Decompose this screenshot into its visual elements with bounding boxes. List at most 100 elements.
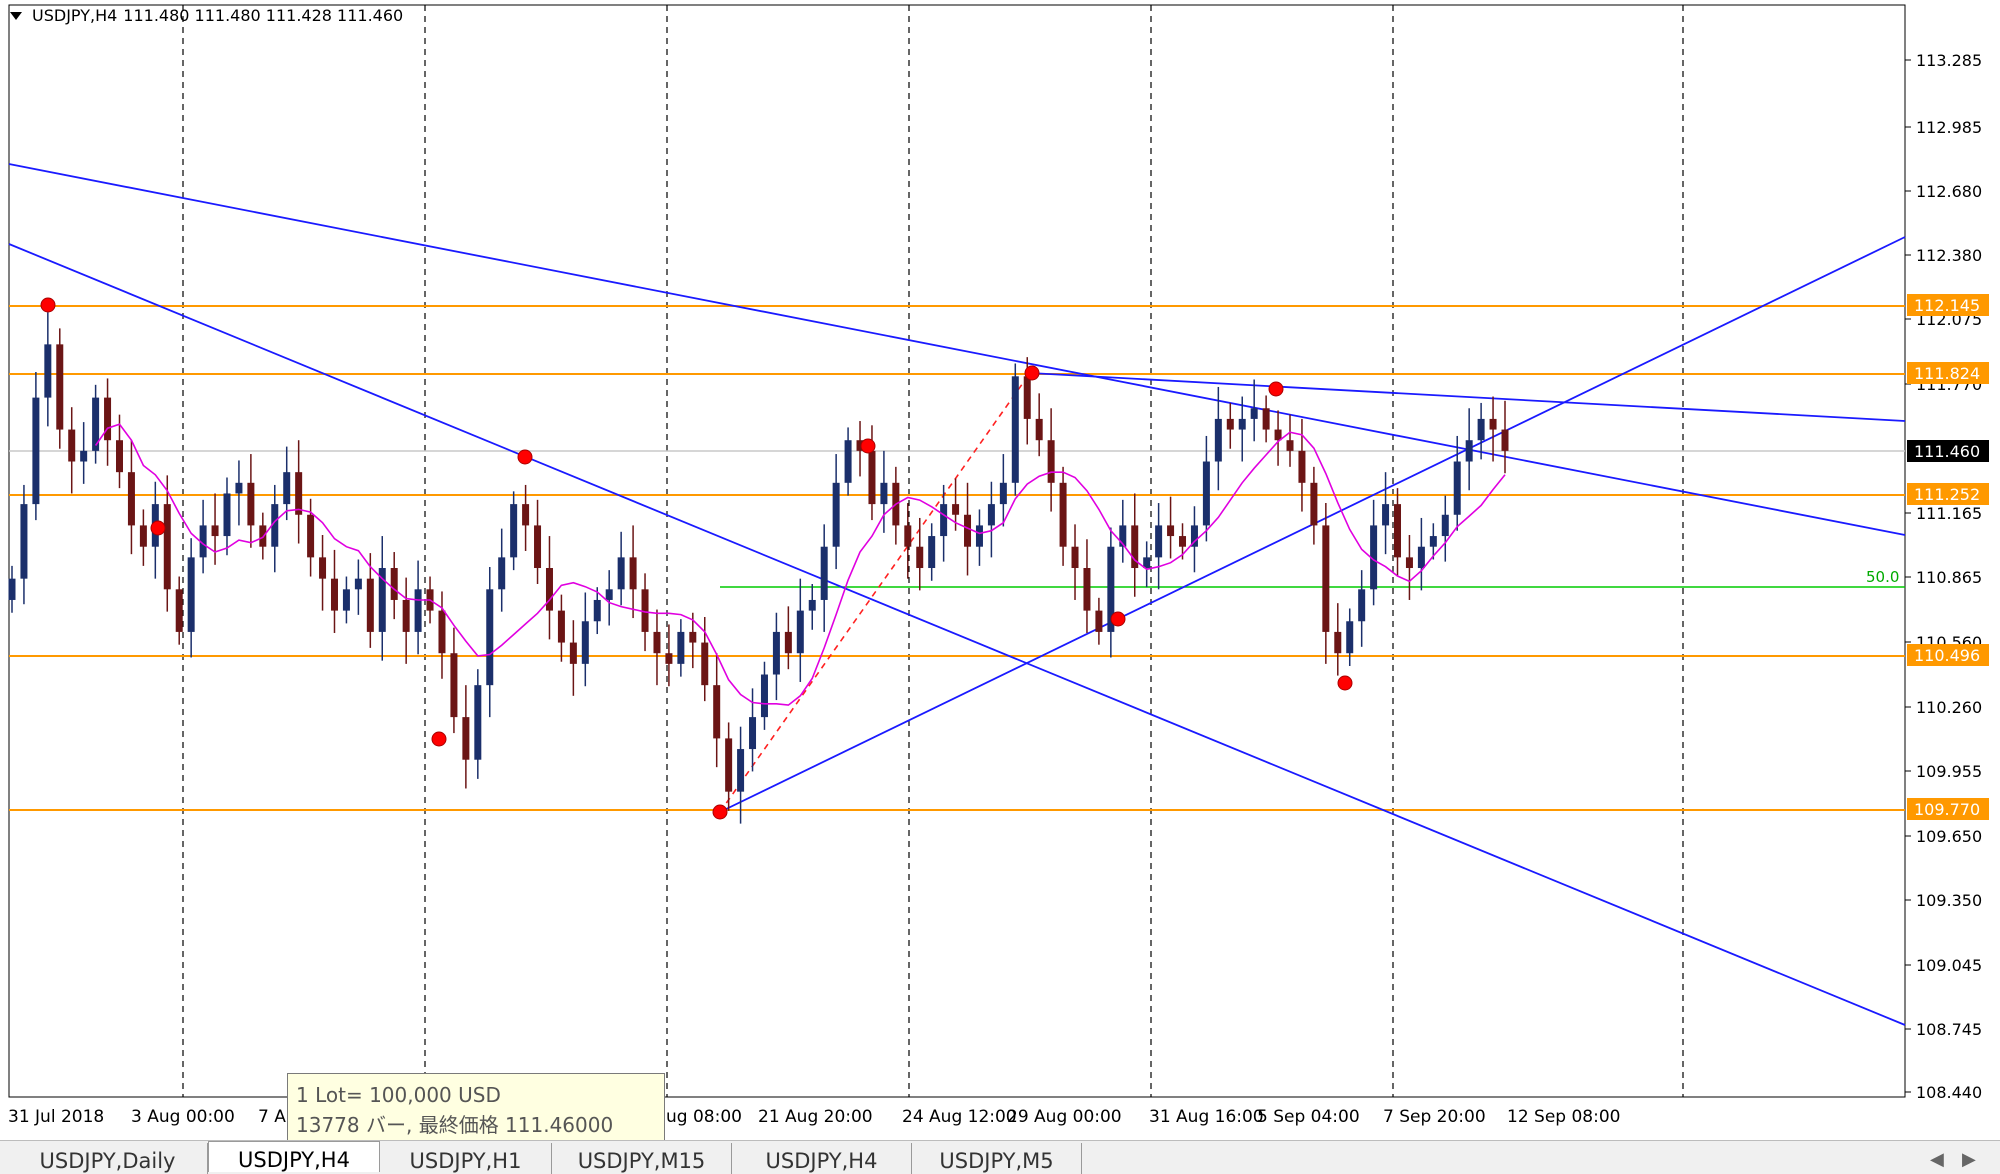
candle-body xyxy=(808,599,816,611)
candle-body xyxy=(342,589,350,611)
candle-body xyxy=(307,514,315,558)
tab-usdjpy-h4-active[interactable]: USDJPY,H4 xyxy=(208,1141,380,1172)
candle xyxy=(713,653,721,768)
candle-body xyxy=(104,397,112,441)
candle xyxy=(1083,539,1091,633)
candle xyxy=(940,484,948,562)
tab-label: USDJPY,M15 xyxy=(577,1149,706,1173)
candle-body xyxy=(534,525,542,569)
candle-body xyxy=(1262,408,1270,430)
candle-body xyxy=(1214,418,1222,462)
scroll-left-icon[interactable]: ◀ xyxy=(1930,1149,1944,1169)
candle-body xyxy=(617,557,625,590)
candle-body xyxy=(330,578,338,611)
symbol-header: USDJPY,H4 111.480 111.480 111.428 111.46… xyxy=(10,6,403,25)
candle xyxy=(510,491,518,571)
candle-body xyxy=(737,749,745,792)
candle-body xyxy=(390,568,398,600)
candle xyxy=(92,384,100,464)
candle-body xyxy=(462,717,470,760)
candle xyxy=(605,570,613,626)
candle-body xyxy=(56,344,64,430)
candle xyxy=(593,587,601,635)
price-chart[interactable]: 50.0 113.285 112 xyxy=(0,0,2000,1140)
candle xyxy=(629,525,637,619)
candle xyxy=(235,460,243,526)
chart-window[interactable]: 50.0 113.285 112 xyxy=(0,0,2000,1143)
candle-body xyxy=(1322,525,1330,632)
candle xyxy=(139,509,147,566)
candle xyxy=(569,620,577,696)
candle-body xyxy=(760,674,768,718)
candle-body xyxy=(1059,482,1067,547)
price-tick: 112.680 xyxy=(1916,182,1982,201)
candle xyxy=(1405,534,1413,600)
tab-label: USDJPY,H4 xyxy=(765,1149,878,1173)
candle xyxy=(737,726,745,824)
price-tick: 108.440 xyxy=(1916,1083,1982,1102)
candle-body xyxy=(44,344,52,398)
candle xyxy=(1214,386,1222,491)
tab-usdjpy-m15[interactable]: USDJPY,M15 xyxy=(552,1143,732,1174)
candle xyxy=(295,440,303,544)
candle xyxy=(928,523,936,581)
candle xyxy=(80,422,88,484)
time-tick: ug 08:00 xyxy=(666,1107,742,1127)
time-tick: 5 Sep 04:00 xyxy=(1257,1107,1360,1127)
horizontal-levels[interactable] xyxy=(9,305,1905,811)
candle-body xyxy=(1394,504,1402,558)
candle xyxy=(975,509,983,566)
candle xyxy=(1334,603,1342,676)
tab-usdjpy-daily[interactable]: USDJPY,Daily xyxy=(8,1143,208,1174)
candle-body xyxy=(904,525,912,547)
price-tick: 109.350 xyxy=(1916,891,1982,910)
candle xyxy=(820,524,828,632)
candle-body xyxy=(784,631,792,654)
candle-body xyxy=(1370,525,1378,590)
dropdown-triangle-icon[interactable] xyxy=(10,11,22,20)
level-tag: 110.496 xyxy=(1914,646,1980,665)
candle xyxy=(1202,435,1210,542)
candle-body xyxy=(175,589,183,632)
candle-body xyxy=(1202,461,1210,526)
candle-body xyxy=(1441,514,1449,537)
candle xyxy=(1501,400,1509,474)
candle-body xyxy=(975,525,983,547)
time-tick: 31 Jul 2018 xyxy=(8,1107,104,1127)
candle xyxy=(1167,496,1175,559)
candle xyxy=(1370,499,1378,606)
candle-body xyxy=(928,536,936,569)
candle-body xyxy=(1417,546,1425,569)
candle xyxy=(617,531,625,606)
grid xyxy=(182,5,1684,1097)
candle xyxy=(772,612,780,701)
tooltip-lot: 1 Lot= 100,000 USD xyxy=(296,1083,501,1107)
candle-body xyxy=(856,440,864,451)
time-axis: 31 Jul 2018 3 Aug 00:00 7 A ug 08:00 21 … xyxy=(8,1107,1620,1127)
tab-usdjpy-m5[interactable]: USDJPY,M5 xyxy=(912,1143,1082,1174)
candle-body xyxy=(1429,536,1437,547)
candle xyxy=(474,669,482,779)
pivot-marker xyxy=(150,520,166,536)
time-tick: 31 Aug 16:00 xyxy=(1149,1107,1264,1127)
candle-body xyxy=(187,557,195,632)
candle xyxy=(342,576,350,624)
candle-body xyxy=(629,557,637,590)
candle-body xyxy=(569,642,577,664)
price-tick: 110.260 xyxy=(1916,698,1982,717)
tab-usdjpy-h1[interactable]: USDJPY,H1 xyxy=(380,1143,552,1174)
scroll-right-icon[interactable]: ▶ xyxy=(1962,1149,1976,1169)
tab-usdjpy-h4[interactable]: USDJPY,H4 xyxy=(732,1143,912,1174)
candle-body xyxy=(964,514,972,547)
time-tick: 7 A xyxy=(258,1107,286,1127)
candle-body xyxy=(1334,631,1342,654)
candle xyxy=(1465,408,1473,491)
fib-50-label: 50.0 xyxy=(1866,568,1899,586)
fib-trend-dashed[interactable] xyxy=(719,372,1031,813)
candle-body xyxy=(1083,568,1091,611)
candle xyxy=(283,446,291,521)
candle xyxy=(1429,523,1437,560)
pivot-marker xyxy=(712,804,728,820)
candle-body xyxy=(1167,525,1175,537)
candle-body xyxy=(868,450,876,505)
